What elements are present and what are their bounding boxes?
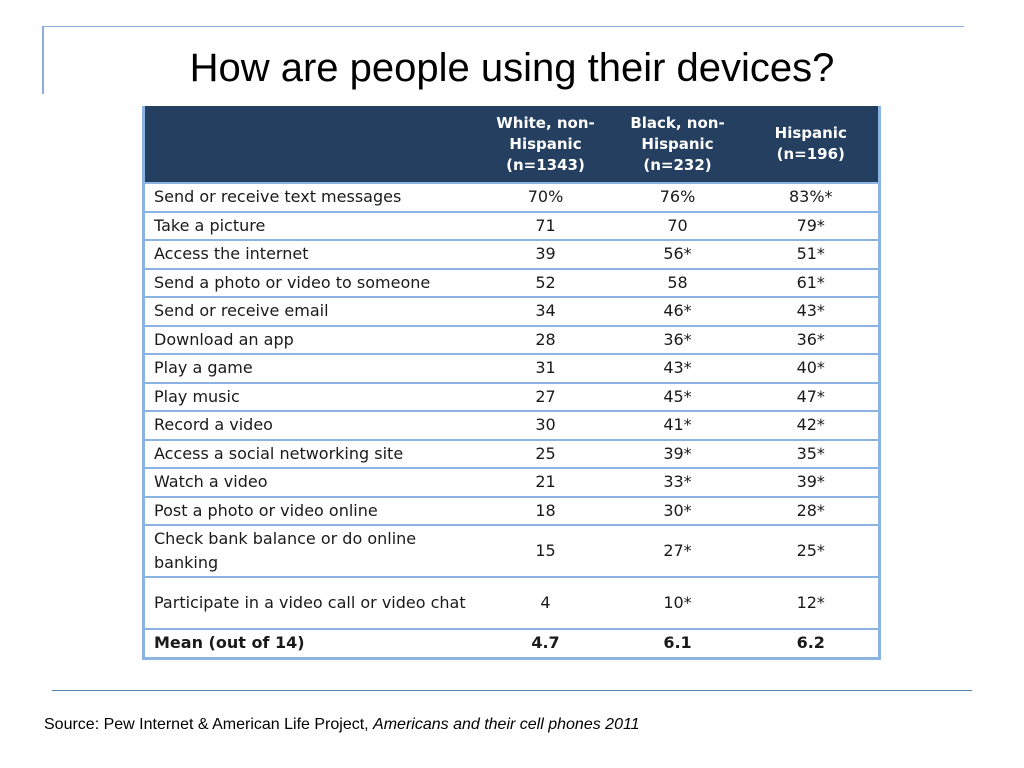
row-label: Download an app [142, 325, 480, 355]
value-hispanic: 43* [743, 297, 881, 327]
table-row: Send a photo or video to someone 52 58 6… [142, 268, 881, 298]
header-hispanic-line-2: (n=196) [776, 145, 845, 163]
header-white-line-2: Hispanic [509, 134, 582, 153]
value-black: 33* [611, 468, 744, 498]
value-hispanic: 12* [743, 577, 881, 630]
value-hispanic: 35* [743, 439, 881, 469]
table-row: Access the internet 39 56* 51* [142, 240, 881, 270]
header-white-line-1: White, non- [496, 113, 595, 132]
value-hispanic: 40* [743, 354, 881, 384]
table-row: Participate in a video call or video cha… [142, 577, 881, 630]
row-label: Send a photo or video to someone [142, 268, 480, 298]
table-row: Send or receive text messages 70% 76% 83… [142, 183, 881, 213]
value-black: 10* [611, 577, 744, 630]
value-white: 70% [479, 183, 612, 213]
value-white: 34 [479, 297, 612, 327]
value-hispanic: 61* [743, 268, 881, 298]
value-white: 30 [479, 411, 612, 441]
value-hispanic: 39* [743, 468, 881, 498]
header-black-line-1: Black, non- [630, 113, 725, 132]
value-hispanic: 51* [743, 240, 881, 270]
value-white: 31 [479, 354, 612, 384]
table-row: Record a video 30 41* 42* [142, 411, 881, 441]
value-black: 43* [611, 354, 744, 384]
value-white: 25 [479, 439, 612, 469]
value-hispanic: 79* [743, 211, 881, 241]
row-label: Play a game [142, 354, 480, 384]
value-white: 18 [479, 496, 612, 526]
table-row: Download an app 28 36* 36* [142, 325, 881, 355]
mean-label: Mean (out of 14) [142, 629, 480, 660]
header-hispanic: Hispanic (n=196) [743, 106, 881, 184]
value-hispanic: 42* [743, 411, 881, 441]
value-black: 46* [611, 297, 744, 327]
value-hispanic: 83%* [743, 183, 881, 213]
value-white: 21 [479, 468, 612, 498]
value-white: 4 [479, 577, 612, 630]
value-white: 27 [479, 382, 612, 412]
header-blank-cell [142, 106, 480, 184]
row-label: Check bank balance or do online banking [142, 525, 480, 578]
value-hispanic: 47* [743, 382, 881, 412]
bottom-rule [52, 690, 972, 691]
table-row: Post a photo or video online 18 30* 28* [142, 496, 881, 526]
source-citation: Source: Pew Internet & American Life Pro… [44, 716, 640, 734]
value-black: 58 [611, 268, 744, 298]
value-black: 30* [611, 496, 744, 526]
value-hispanic: 25* [743, 525, 881, 578]
value-black: 39* [611, 439, 744, 469]
row-label: Record a video [142, 411, 480, 441]
row-label: Watch a video [142, 468, 480, 498]
mean-black: 6.1 [611, 629, 744, 660]
header-white: White, non- Hispanic (n=1343) [479, 106, 612, 184]
value-black: 27* [611, 525, 744, 578]
source-publication: Americans and their cell phones 2011 [373, 716, 640, 733]
value-black: 56* [611, 240, 744, 270]
table-container: White, non- Hispanic (n=1343) Black, non… [142, 106, 881, 660]
value-white: 15 [479, 525, 612, 578]
row-label: Access a social networking site [142, 439, 480, 469]
value-black: 41* [611, 411, 744, 441]
header-white-line-3: (n=1343) [506, 155, 585, 174]
value-hispanic: 36* [743, 325, 881, 355]
value-white: 52 [479, 268, 612, 298]
table-row: Access a social networking site 25 39* 3… [142, 439, 881, 469]
table-row: Play a game 31 43* 40* [142, 354, 881, 384]
source-prefix: Source: Pew Internet & American Life Pro… [44, 716, 374, 733]
top-rule [42, 26, 964, 27]
value-black: 45* [611, 382, 744, 412]
row-label: Send or receive text messages [142, 183, 480, 213]
value-black: 36* [611, 325, 744, 355]
row-label: Play music [142, 382, 480, 412]
mean-white: 4.7 [479, 629, 612, 660]
header-row: White, non- Hispanic (n=1343) Black, non… [142, 106, 881, 184]
table-row: Check bank balance or do online banking … [142, 525, 881, 578]
row-label: Post a photo or video online [142, 496, 480, 526]
row-label: Take a picture [142, 211, 480, 241]
row-label: Participate in a video call or video cha… [142, 577, 480, 630]
table-row: Send or receive email 34 46* 43* [142, 297, 881, 327]
value-hispanic: 28* [743, 496, 881, 526]
row-label: Access the internet [142, 240, 480, 270]
device-usage-table: White, non- Hispanic (n=1343) Black, non… [142, 106, 881, 660]
value-white: 39 [479, 240, 612, 270]
value-white: 71 [479, 211, 612, 241]
mean-row: Mean (out of 14) 4.7 6.1 6.2 [142, 629, 881, 660]
table-row: Take a picture 71 70 79* [142, 211, 881, 241]
value-black: 70 [611, 211, 744, 241]
header-black-line-2: Hispanic [641, 134, 714, 153]
row-label: Send or receive email [142, 297, 480, 327]
slide-title: How are people using their devices? [189, 46, 835, 90]
value-black: 76% [611, 183, 744, 213]
header-black-line-3: (n=232) [643, 155, 712, 174]
header-hispanic-line-1: Hispanic [774, 124, 847, 142]
table-row: Play music 27 45* 47* [142, 382, 881, 412]
mean-hispanic: 6.2 [743, 629, 881, 660]
header-black: Black, non- Hispanic (n=232) [611, 106, 744, 184]
left-rule [42, 26, 44, 94]
value-white: 28 [479, 325, 612, 355]
table-row: Watch a video 21 33* 39* [142, 468, 881, 498]
